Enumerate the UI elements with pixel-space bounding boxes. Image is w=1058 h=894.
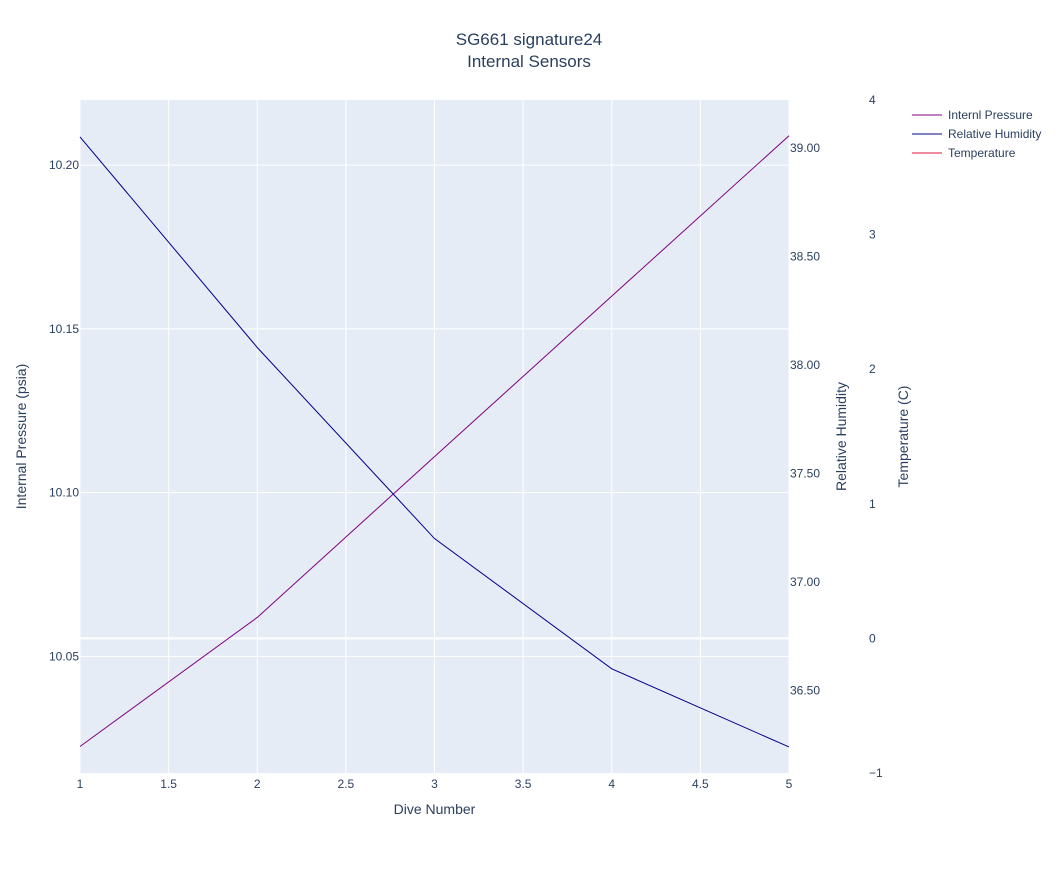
x-tick-label: 3 — [431, 777, 438, 791]
legend-label: Temperature — [948, 146, 1016, 160]
y-left-tick-label: 10.10 — [49, 486, 79, 500]
y-gridlines — [80, 164, 789, 657]
x-tick-label: 1.5 — [160, 777, 177, 791]
y-right-temperature-tick-label: 0 — [869, 631, 876, 645]
x-tick-label: 3.5 — [515, 777, 532, 791]
y-right-humidity-axis-title: Relative Humidity — [833, 382, 849, 491]
y-left-axis-title: Internal Pressure (psia) — [13, 364, 29, 510]
y-left-tick-label: 10.05 — [49, 649, 79, 663]
y-left-axis-ticks: 10.05 10.10 10.15 10.20 — [49, 158, 79, 663]
legend-label: Internl Pressure — [948, 108, 1033, 122]
legend: Internl Pressure Relative Humidity Tempera… — [912, 108, 1041, 160]
y-right-humidity-tick-label: 38.00 — [790, 358, 820, 372]
chart-title-line-2: Internal Sensors — [467, 52, 591, 71]
y-right-temperature-tick-label: 4 — [869, 93, 876, 107]
x-tick-label: 4.5 — [692, 777, 709, 791]
y-right-temperature-ticks: −1 0 1 2 3 4 — [869, 93, 883, 780]
y-right-humidity-tick-label: 36.50 — [790, 684, 820, 698]
y-right-humidity-ticks: 36.50 37.00 37.50 38.00 38.50 39.00 — [790, 141, 820, 698]
chart-title-line-1: SG661 signature24 — [456, 30, 603, 49]
series-lines — [79, 135, 790, 748]
x-gridlines — [79, 100, 790, 773]
x-tick-label: 5 — [786, 777, 793, 791]
legend-item[interactable]: Internl Pressure — [912, 108, 1033, 122]
y-right-humidity-tick-label: 39.00 — [790, 141, 820, 155]
legend-item[interactable]: Temperature — [912, 146, 1016, 160]
y-right-temperature-tick-label: 3 — [869, 228, 876, 242]
y-right-humidity-tick-label: 37.00 — [790, 575, 820, 589]
y-right-humidity-tick-label: 38.50 — [790, 249, 820, 263]
y-right-temperature-tick-label: 1 — [869, 497, 876, 511]
x-axis-ticks: 1 1.5 2 2.5 3 3.5 4 4.5 5 — [77, 777, 793, 791]
legend-item[interactable]: Relative Humidity — [912, 127, 1041, 141]
y-right-temperature-tick-label: 2 — [869, 362, 876, 376]
series-line-internl-pressure — [79, 135, 790, 747]
y-left-tick-label: 10.15 — [49, 322, 79, 336]
series-line-relative-humidity — [79, 136, 790, 748]
y-right-temperature-tick-label: −1 — [869, 766, 883, 780]
x-tick-label: 2.5 — [338, 777, 355, 791]
legend-label: Relative Humidity — [948, 127, 1041, 141]
x-tick-label: 4 — [608, 777, 615, 791]
x-axis-title: Dive Number — [394, 801, 476, 817]
y-left-tick-label: 10.20 — [49, 158, 79, 172]
y-right-temperature-axis-title: Temperature (C) — [895, 386, 911, 488]
y-right-humidity-tick-label: 37.50 — [790, 466, 820, 480]
x-tick-label: 1 — [77, 777, 84, 791]
x-tick-label: 2 — [254, 777, 261, 791]
